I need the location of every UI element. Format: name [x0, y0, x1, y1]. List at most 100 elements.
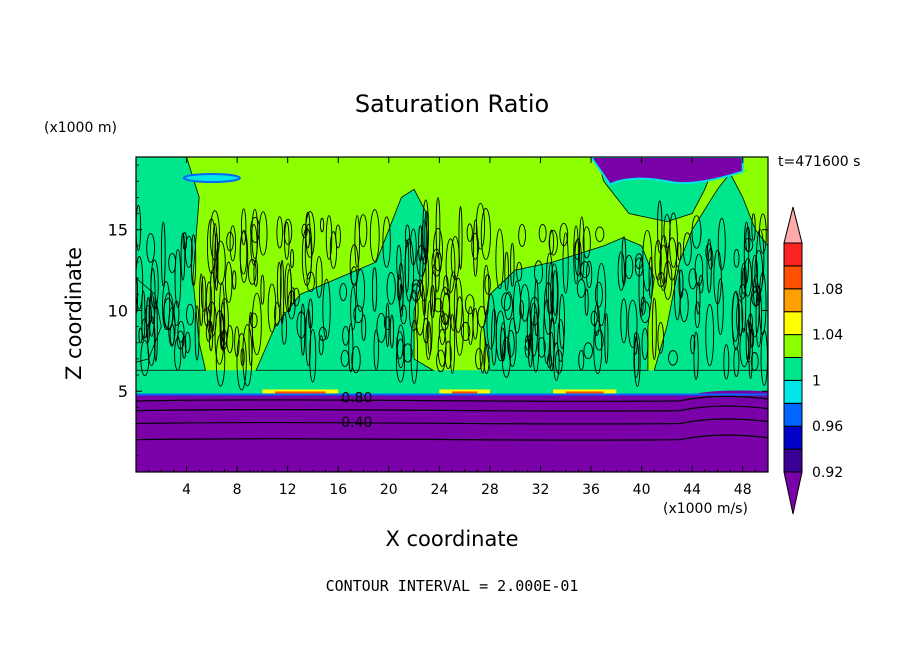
- cloud-contour: [168, 307, 176, 347]
- x-tick-label: 36: [582, 482, 600, 498]
- cloud-contour: [251, 208, 259, 260]
- cloud-contour: [449, 313, 456, 374]
- dry-contour-line: [136, 405, 768, 412]
- cloud-contour: [290, 248, 295, 269]
- cloud-contour: [504, 291, 513, 321]
- cloud-contour: [267, 283, 277, 333]
- cloud-contour: [745, 319, 751, 363]
- cloud-contour: [583, 342, 593, 360]
- cloud-contour: [280, 259, 285, 325]
- colorbar-band: [783, 448, 803, 473]
- cloud-contour: [382, 216, 391, 268]
- x-tick-label: 24: [430, 482, 448, 498]
- cloud-contour: [484, 274, 491, 295]
- cloud-contour: [473, 219, 478, 277]
- cloud-contour: [593, 320, 603, 375]
- cloud-contour: [584, 288, 589, 316]
- cloud-contour: [442, 292, 451, 326]
- cloud-contour: [582, 226, 591, 259]
- cloud-contour: [633, 339, 640, 378]
- cloud-contour: [182, 335, 187, 359]
- cloud-contour: [693, 331, 699, 380]
- cloud-contour: [640, 301, 651, 324]
- cloud-contour: [169, 323, 175, 346]
- cloud-contour: [691, 215, 702, 249]
- cloud-contour: [678, 269, 684, 299]
- cloud-contour: [162, 281, 171, 331]
- cloud-contour: [694, 301, 701, 329]
- contour-label: 0.40: [341, 415, 372, 431]
- cloud-contour: [547, 353, 553, 369]
- cloud-contour: [751, 213, 756, 241]
- cloud-contour: [717, 217, 726, 271]
- cloud-contour: [276, 216, 283, 249]
- cloud-contour: [751, 254, 758, 293]
- cloud-contour: [651, 297, 657, 360]
- x-tick-label: 32: [532, 482, 550, 498]
- cloud-contour: [420, 220, 428, 265]
- cloud-contour: [304, 223, 313, 280]
- cloud-contour: [510, 242, 515, 288]
- cloud-contour: [604, 313, 609, 364]
- cloud-contour: [240, 208, 247, 246]
- cloud-contour: [495, 228, 504, 290]
- colorbar-band: [783, 334, 803, 359]
- cloud-contour: [396, 331, 404, 360]
- cloud-contour: [153, 301, 158, 362]
- dry-contour-line: [136, 418, 768, 425]
- cloud-contour: [402, 343, 413, 363]
- cloud-contour: [741, 267, 747, 333]
- cloud-contour: [706, 238, 712, 293]
- cloud-contour: [203, 307, 211, 327]
- cloud-contour: [534, 279, 539, 337]
- cloud-contour: [467, 306, 474, 346]
- cloud-contour: [215, 334, 226, 387]
- cloud-contour: [553, 342, 560, 382]
- cloud-contour: [395, 338, 406, 383]
- cloud-contour: [627, 299, 638, 348]
- cloud-contour: [236, 333, 247, 391]
- cloud-contour: [677, 242, 682, 261]
- cloud-contour: [354, 215, 361, 268]
- cloud-contour: [633, 332, 638, 355]
- cloud-contour: [146, 233, 156, 263]
- colorbar-band: [783, 265, 803, 290]
- cloud-contour: [300, 303, 306, 356]
- cloud-contour: [239, 229, 249, 283]
- cloud-contour: [350, 266, 358, 285]
- cloud-contour: [396, 244, 402, 280]
- cloud-contour: [736, 299, 744, 336]
- cloud-contour: [214, 310, 225, 365]
- cloud-contour: [723, 344, 730, 380]
- cloud-contour: [740, 262, 747, 295]
- cloud-contour: [594, 281, 603, 308]
- cloud-contour: [325, 215, 333, 260]
- cloud-contour: [229, 225, 236, 262]
- x-tick-label: 40: [633, 482, 651, 498]
- cloud-contour: [220, 329, 228, 350]
- cloud-contour: [663, 213, 671, 249]
- cloud-contour: [460, 321, 471, 341]
- cloud-contour: [443, 275, 449, 296]
- x-tick-label: 28: [481, 482, 499, 498]
- colorbar-band: [783, 357, 803, 381]
- cloud-contour: [479, 326, 486, 374]
- cloud-contour: [150, 267, 156, 324]
- cloud-contour: [335, 224, 341, 249]
- cloud-contour: [322, 278, 331, 340]
- cloud-contour: [274, 302, 281, 327]
- cloud-contour: [284, 221, 290, 260]
- dry-contour-line: [136, 434, 768, 441]
- contour-interval-note: CONTOUR INTERVAL = 2.000E-01: [325, 577, 579, 595]
- cloud-contour: [520, 284, 530, 322]
- cloud-contour: [754, 249, 764, 296]
- cloud-contour: [717, 278, 724, 335]
- cloud-contour: [184, 331, 191, 354]
- y-axis-label: Z coordinate: [62, 246, 86, 380]
- y-tick-label: 5: [118, 382, 128, 401]
- cloud-contour: [163, 297, 174, 330]
- cloud-contour: [353, 305, 364, 324]
- cloud-contour: [532, 311, 540, 373]
- cloud-contour: [184, 235, 193, 268]
- cloud-contour: [635, 253, 643, 269]
